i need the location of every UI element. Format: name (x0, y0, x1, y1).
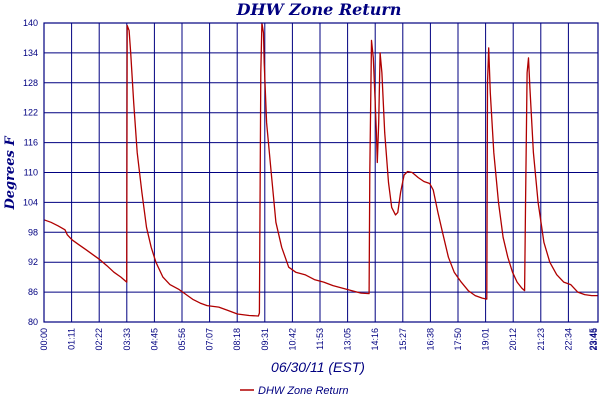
y-axis-label: Degrees F (3, 136, 18, 211)
x-tick-label: 22:34 (563, 328, 573, 351)
x-tick-label: 04:45 (149, 328, 159, 351)
y-tick-label: 128 (23, 78, 38, 88)
x-tick-label: 21:23 (536, 328, 546, 351)
y-tick-label: 134 (23, 48, 38, 58)
x-tick-label: 00:00 (39, 328, 49, 351)
x-tick-label: 19:01 (481, 328, 491, 351)
y-tick-label: 92 (28, 257, 38, 267)
x-tick-label: 20:12 (508, 328, 518, 351)
x-tick-label: 14:16 (370, 328, 380, 351)
x-tick-label: 02:22 (94, 328, 104, 351)
legend-label: DHW Zone Return (258, 385, 348, 397)
series-line (43, 22, 598, 317)
y-tick-label: 80 (28, 317, 38, 327)
y-tick-labels: 80 86 92 98 104 110 116 122 128 134 140 (23, 18, 38, 327)
x-tick-label: 15:27 (398, 328, 408, 351)
y-tick-label: 104 (23, 197, 38, 207)
x-tick-label: 11:53 (315, 328, 325, 350)
y-tick-label: 116 (24, 138, 38, 148)
y-tick-label: 86 (28, 287, 38, 297)
x-tick-label: 10:42 (287, 328, 297, 351)
x-tick-label: 08:18 (232, 328, 242, 351)
x-tick-label: 23:45 (588, 328, 598, 351)
x-tick-label: 23:46 (589, 328, 599, 351)
x-tick-label: 03:33 (122, 328, 132, 351)
x-tick-label: 01:11 (67, 328, 77, 350)
plot-frame (43, 22, 599, 323)
x-tick-label: 09:31 (260, 328, 270, 351)
x-tick-label: 16:38 (425, 328, 435, 351)
x-tick-label: 13:05 (343, 328, 353, 351)
x-tick-label: 05:56 (177, 328, 187, 351)
y-tick-label: 140 (23, 18, 38, 28)
x-tick-label: 17:50 (453, 328, 463, 351)
x-axis-label: 06/30/11 (EST) (271, 359, 365, 375)
legend: DHW Zone Return (240, 385, 348, 397)
chart-title: DHW Zone Return (236, 0, 402, 19)
y-tick-label: 122 (23, 108, 38, 118)
y-tick-label: 98 (28, 227, 38, 237)
y-tick-label: 110 (24, 168, 38, 178)
x-tick-label: 07:07 (205, 328, 215, 351)
x-tick-labels: 00:00 01:11 02:22 03:33 04:45 05:56 07:07 08:18… (39, 328, 599, 351)
